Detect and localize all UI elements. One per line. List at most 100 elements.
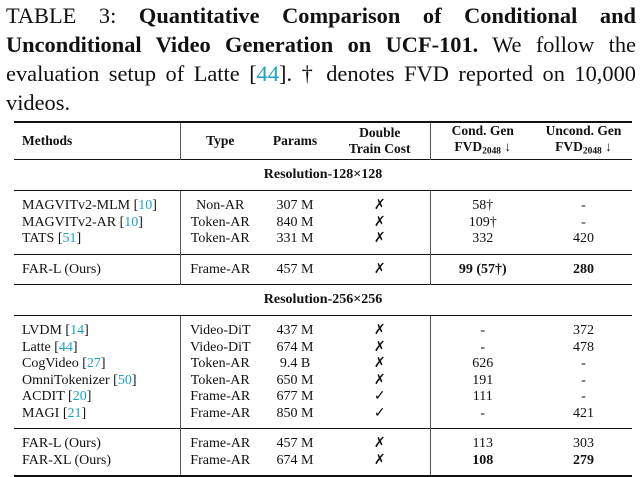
table-cell: 331 M (260, 231, 330, 254)
text: ✓ (373, 389, 386, 405)
text: 650 M (276, 372, 314, 388)
text: TABLE 3: (6, 3, 139, 28)
table-cell: Latte [44] (14, 340, 180, 357)
table-cell: ACDIT [20] (14, 389, 180, 406)
text: 626 (472, 356, 494, 372)
text: FAR-L (Ours) (22, 261, 101, 277)
table-cell: Token-AR (179, 372, 260, 390)
text: 280 (573, 261, 594, 277)
text: ACDIT [ (22, 389, 73, 405)
text: - (581, 198, 586, 214)
text: Methods (22, 133, 73, 149)
text: Double (359, 125, 401, 141)
text: ✗ (373, 323, 386, 339)
text: FVD (555, 139, 583, 154)
table-cell: - (535, 191, 632, 215)
table-cell: 111 (429, 389, 535, 406)
table-cell: Frame-AR (179, 405, 260, 429)
text: Frame-AR (190, 452, 251, 468)
text: Quantitative Comparison of Conditional a… (6, 3, 636, 57)
table-row: FAR-XL (Ours) Frame-AR 674 M ✗ 108 279 (14, 452, 632, 477)
table-cell: 674 M (260, 453, 330, 477)
citation: 21 (67, 405, 82, 421)
text: ✓ (373, 405, 386, 421)
table-cell: Video-DiT (179, 339, 260, 357)
section-row: Resolution-128×128 (14, 159, 632, 192)
table-cell: 307 M (260, 191, 330, 215)
table-cell: 9.4 B (260, 356, 330, 373)
table-cell: Non-AR (179, 190, 260, 215)
text: ] (86, 389, 92, 405)
text: MAGVITv2-MLM [ (22, 198, 139, 214)
header-line: Train Cost (334, 141, 426, 157)
table-row: FAR-L (Ours) Frame-AR 457 M ✗ 113 303 (14, 428, 632, 453)
table-cell: Frame-AR (179, 452, 260, 477)
column-header: Uncond. Gen FVD2048 ↓ (535, 122, 632, 160)
table-row: MAGI [21] Frame-AR 850 M ✓ - 421 (14, 405, 632, 429)
table-cell: - (535, 356, 632, 373)
text: - (581, 372, 586, 388)
table-cell: 457 M (260, 254, 330, 285)
text: ✗ (373, 452, 386, 468)
text: Frame-AR (190, 389, 251, 405)
text: ] (100, 356, 106, 372)
table-row: FAR-L (Ours) Frame-AR 457 M ✗ 99 (57†) 280 (14, 254, 632, 285)
table-cell: 421 (535, 406, 632, 429)
table-cell: - (429, 405, 535, 429)
text: 111 (472, 389, 493, 405)
table-row: MAGVITv2-AR [10] Token-AR 840 M ✗ 109† - (14, 214, 632, 232)
text: ] (76, 231, 82, 247)
text: 457 M (276, 436, 314, 452)
table-cell: 677 M (260, 389, 330, 406)
table-row: CogVideo [27] Token-AR 9.4 B ✗ 626 - (14, 356, 632, 373)
table-cell: MAGI [21] (14, 406, 180, 429)
text: 437 M (276, 323, 314, 339)
text: ✗ (373, 372, 386, 388)
text: Token-AR (190, 372, 250, 388)
text: ✗ (373, 231, 386, 247)
section-row: Resolution-256×256 (14, 284, 632, 317)
header-line: Cond. Gen (435, 123, 532, 139)
text: 108 (472, 452, 494, 468)
text: 332 (472, 231, 494, 247)
text: CogVideo [ (22, 356, 87, 372)
table-cell: 332 (429, 231, 535, 255)
section-header: Resolution-128×128 (14, 159, 632, 192)
citation: 27 (86, 356, 101, 372)
table-cell: 99 (57†) (429, 254, 535, 285)
column-header: Type (179, 122, 260, 160)
row-group: FAR-L (Ours) Frame-AR 457 M ✗ 99 (57†) 280 (14, 254, 632, 285)
table-cell: ✗ (330, 453, 430, 477)
citation: 20 (72, 389, 87, 405)
column-header: Double Train Cost (330, 122, 430, 160)
table-cell: ✗ (330, 316, 430, 340)
table-row: LVDM [14] Video-DiT 437 M ✗ - 372 (14, 315, 632, 340)
text: 307 M (276, 198, 314, 214)
table-cell: ✗ (330, 215, 430, 232)
table-row: ACDIT [20] Frame-AR 677 M ✓ 111 - (14, 389, 632, 406)
table-row: MAGVITv2-MLM [10] Non-AR 307 M ✗ 58† - (14, 190, 632, 215)
table-cell: ✗ (330, 429, 430, 453)
table-cell: FAR-L (Ours) (14, 429, 180, 453)
row-group: MAGVITv2-MLM [10] Non-AR 307 M ✗ 58† - MAGVITv… (14, 190, 632, 255)
text: ] (72, 339, 78, 355)
table-row: TATS [51] Token-AR 331 M ✗ 332 420 (14, 231, 632, 255)
table-cell: TATS [51] (14, 231, 180, 254)
table-cell: ✓ (330, 389, 430, 406)
table-cell: ✗ (330, 254, 430, 285)
table-cell: FAR-XL (Ours) (14, 453, 180, 477)
table-cell: 674 M (260, 340, 330, 357)
text: 2048 (482, 146, 501, 157)
text: Token-AR (190, 356, 250, 372)
table-cell: - (535, 373, 632, 390)
text: FAR-L (Ours) (22, 436, 101, 452)
text: - (480, 339, 486, 355)
text: LVDM [ (22, 323, 71, 339)
table-cell: Frame-AR (179, 428, 260, 453)
text: We follow the evaluation setup of Latte … (6, 32, 636, 86)
text: FVD (454, 139, 483, 154)
text: Token-AR (190, 214, 250, 230)
text: 421 (573, 405, 594, 421)
table-cell: - (429, 339, 535, 357)
table-cell: 280 (535, 254, 632, 285)
